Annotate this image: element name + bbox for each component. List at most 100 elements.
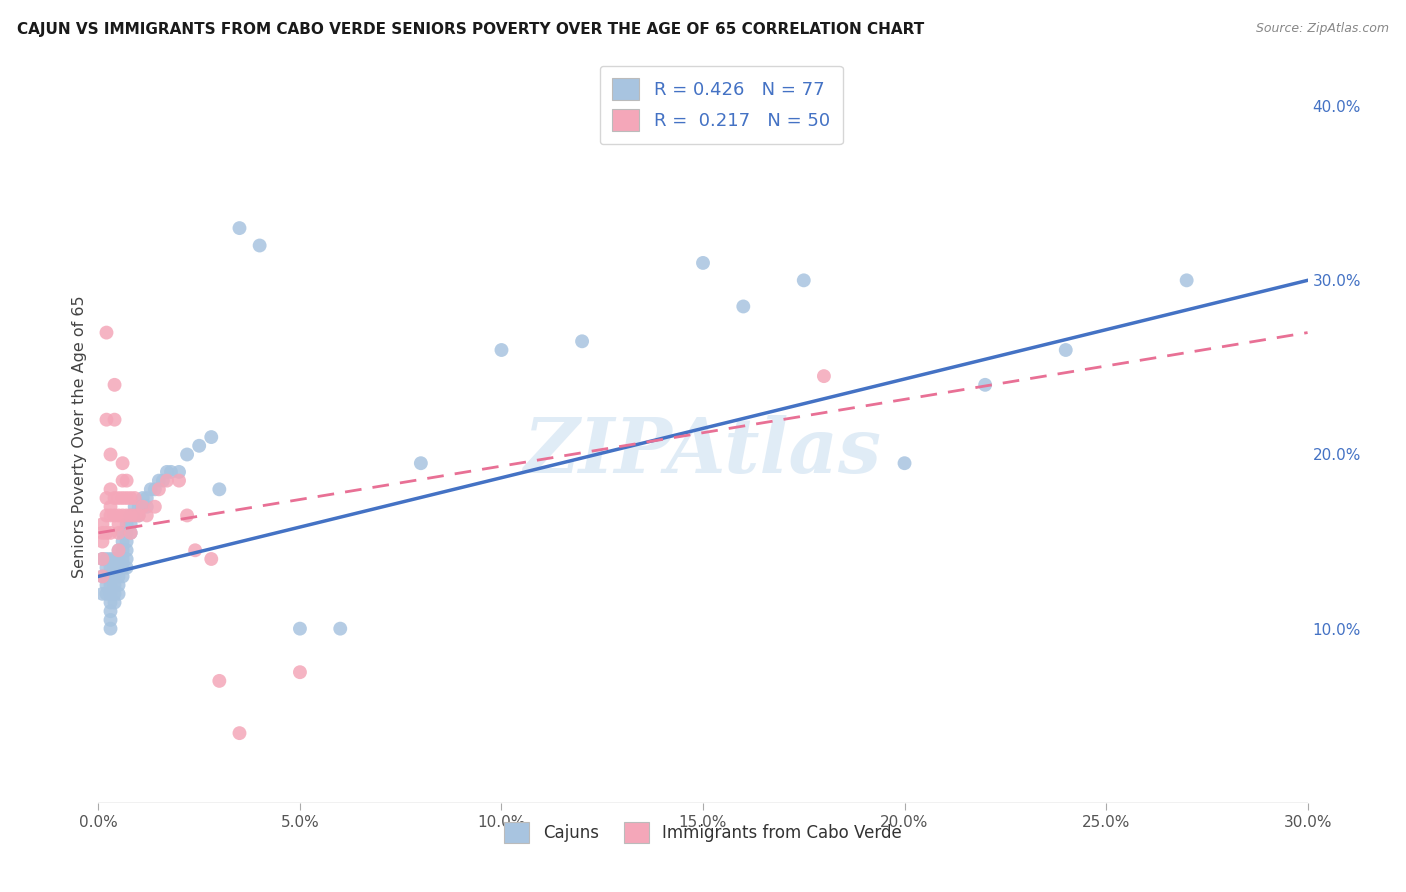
Point	[107, 525, 129, 540]
Point	[103, 560, 125, 574]
Point	[124, 500, 146, 514]
Point	[156, 474, 179, 488]
Point	[100, 587, 122, 601]
Text: ZIPAtlas: ZIPAtlas	[524, 415, 882, 489]
Point	[1054, 343, 1077, 357]
Point	[571, 334, 593, 349]
Point	[111, 474, 134, 488]
Point	[120, 525, 142, 540]
Legend: Cajuns, Immigrants from Cabo Verde: Cajuns, Immigrants from Cabo Verde	[498, 815, 908, 849]
Point	[491, 343, 513, 357]
Point	[96, 412, 118, 426]
Point	[103, 587, 125, 601]
Point	[115, 534, 138, 549]
Point	[96, 560, 118, 574]
Point	[228, 221, 250, 235]
Point	[793, 273, 815, 287]
Point	[120, 517, 142, 532]
Point	[148, 474, 170, 488]
Point	[115, 508, 138, 523]
Point	[249, 238, 271, 252]
Point	[132, 500, 155, 514]
Point	[156, 465, 179, 479]
Point	[111, 543, 134, 558]
Point	[228, 726, 250, 740]
Point	[120, 508, 142, 523]
Point	[96, 508, 118, 523]
Point	[692, 256, 714, 270]
Point	[1175, 273, 1198, 287]
Point	[111, 534, 134, 549]
Point	[111, 508, 134, 523]
Y-axis label: Seniors Poverty Over the Age of 65: Seniors Poverty Over the Age of 65	[72, 296, 87, 578]
Point	[111, 491, 134, 505]
Point	[103, 377, 125, 392]
Point	[107, 560, 129, 574]
Point	[100, 595, 122, 609]
Point	[124, 491, 146, 505]
Point	[103, 412, 125, 426]
Point	[100, 560, 122, 574]
Point	[91, 587, 114, 601]
Point	[91, 534, 114, 549]
Point	[111, 456, 134, 470]
Point	[107, 517, 129, 532]
Point	[107, 543, 129, 558]
Point	[188, 439, 211, 453]
Point	[115, 525, 138, 540]
Point	[200, 430, 222, 444]
Point	[100, 500, 122, 514]
Point	[184, 543, 207, 558]
Point	[974, 377, 997, 392]
Point	[100, 622, 122, 636]
Point	[100, 525, 122, 540]
Point	[107, 552, 129, 566]
Point	[139, 483, 162, 497]
Point	[115, 560, 138, 574]
Point	[409, 456, 432, 470]
Point	[120, 508, 142, 523]
Point	[135, 508, 157, 523]
Point	[107, 543, 129, 558]
Text: CAJUN VS IMMIGRANTS FROM CABO VERDE SENIORS POVERTY OVER THE AGE OF 65 CORRELATI: CAJUN VS IMMIGRANTS FROM CABO VERDE SENI…	[17, 22, 924, 37]
Point	[107, 578, 129, 592]
Point	[132, 500, 155, 514]
Point	[115, 552, 138, 566]
Point	[176, 448, 198, 462]
Point	[160, 465, 183, 479]
Point	[103, 552, 125, 566]
Point	[200, 552, 222, 566]
Point	[100, 569, 122, 583]
Text: Source: ZipAtlas.com: Source: ZipAtlas.com	[1256, 22, 1389, 36]
Point	[208, 483, 231, 497]
Point	[128, 508, 150, 523]
Point	[167, 465, 190, 479]
Point	[329, 622, 352, 636]
Point	[176, 508, 198, 523]
Point	[103, 578, 125, 592]
Point	[100, 578, 122, 592]
Point	[120, 491, 142, 505]
Point	[143, 483, 166, 497]
Point	[288, 665, 311, 680]
Point	[103, 491, 125, 505]
Point	[143, 500, 166, 514]
Point	[96, 587, 118, 601]
Point	[152, 474, 174, 488]
Point	[96, 578, 118, 592]
Point	[107, 569, 129, 583]
Point	[103, 569, 125, 583]
Point	[96, 491, 118, 505]
Point	[148, 483, 170, 497]
Point	[115, 474, 138, 488]
Point	[132, 491, 155, 505]
Point	[115, 543, 138, 558]
Point	[115, 491, 138, 505]
Point	[96, 569, 118, 583]
Point	[100, 604, 122, 618]
Point	[100, 508, 122, 523]
Point	[167, 474, 190, 488]
Point	[111, 569, 134, 583]
Point	[128, 500, 150, 514]
Point	[288, 622, 311, 636]
